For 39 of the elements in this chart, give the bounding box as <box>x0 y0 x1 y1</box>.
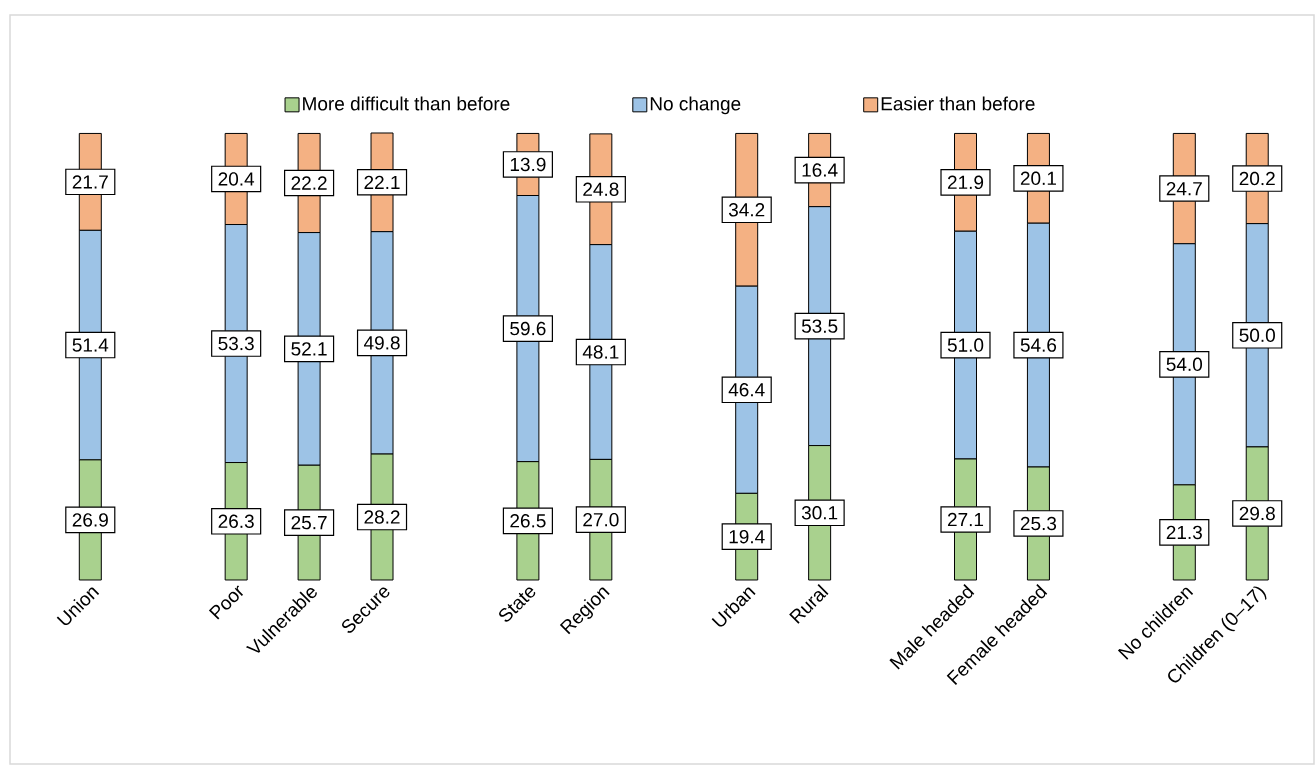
data-label: 22.1 <box>364 175 400 189</box>
data-label: 21.7 <box>72 175 108 189</box>
legend-label: More difficult than before <box>303 96 510 111</box>
data-label: 24.7 <box>1166 181 1202 196</box>
data-label: 21.3 <box>1166 525 1202 540</box>
data-label: 24.8 <box>583 182 619 196</box>
data-label: 19.4 <box>729 529 765 544</box>
data-label: 26.5 <box>510 514 546 528</box>
data-label: 20.2 <box>1239 171 1275 186</box>
data-label: 16.4 <box>802 163 838 177</box>
data-label: 13.9 <box>510 157 546 172</box>
data-label: 46.4 <box>728 383 765 397</box>
data-label: 26.9 <box>72 513 108 527</box>
data-label: 49.8 <box>363 336 400 350</box>
data-label: 52.1 <box>291 342 327 356</box>
data-label: 26.3 <box>218 514 254 528</box>
data-label: 27.0 <box>583 512 619 527</box>
data-label: 48.1 <box>582 345 619 359</box>
data-label: 29.8 <box>1239 506 1275 521</box>
data-label: 59.6 <box>510 321 546 336</box>
data-label: 54.0 <box>1166 357 1203 372</box>
data-label: 28.2 <box>364 510 400 524</box>
data-label: 25.7 <box>291 515 327 530</box>
data-label: 25.3 <box>1020 516 1057 531</box>
data-label: 53.5 <box>801 319 838 333</box>
data-label: 54.6 <box>1020 338 1057 352</box>
legend-label: Easier than before <box>881 96 1035 111</box>
data-label: 50.0 <box>1239 328 1275 342</box>
data-label: 53.3 <box>218 336 254 351</box>
data-label: 20.1 <box>1020 171 1056 186</box>
data-label: 20.4 <box>218 172 255 186</box>
data-label: 34.2 <box>728 203 765 217</box>
data-label: 51.4 <box>72 338 109 352</box>
data-label: 27.1 <box>947 512 984 527</box>
data-label: 30.1 <box>801 506 838 520</box>
data-label: 51.0 <box>947 338 984 352</box>
data-label: 22.2 <box>291 176 327 190</box>
legend-label: No change <box>650 96 741 115</box>
data-label: 21.9 <box>947 175 984 190</box>
